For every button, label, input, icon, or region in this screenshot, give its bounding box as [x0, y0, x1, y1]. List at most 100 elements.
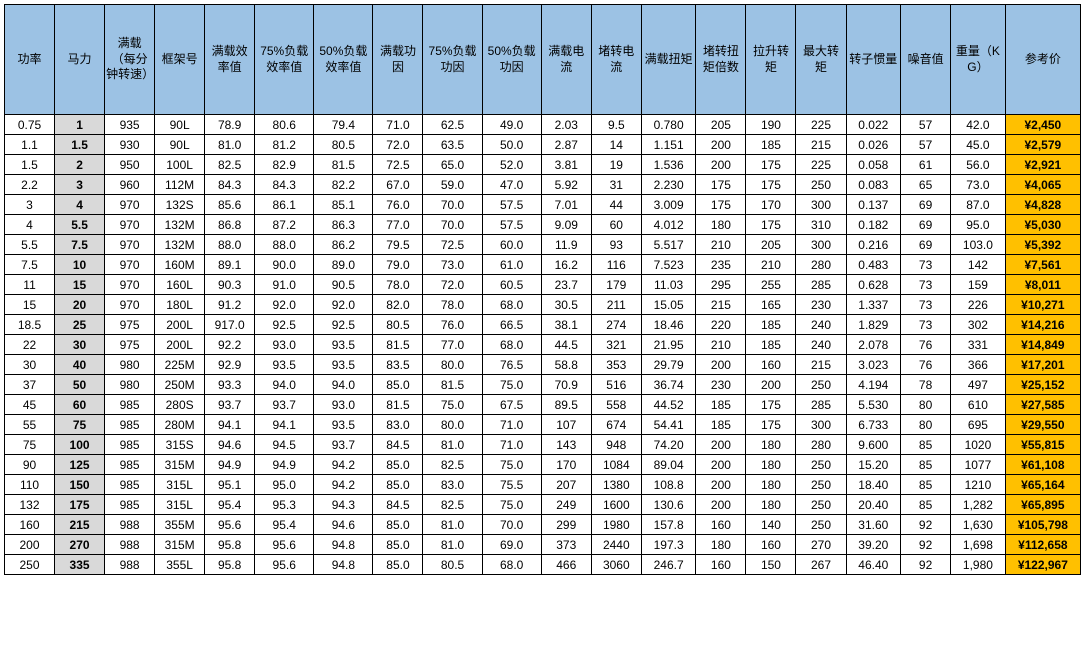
- cell-r18-c11: 1380: [591, 475, 641, 495]
- cell-r4-c11: 44: [591, 195, 641, 215]
- cell-r0-c1: 1: [55, 115, 105, 135]
- cell-r6-c10: 11.9: [541, 235, 591, 255]
- cell-r11-c6: 93.5: [314, 335, 373, 355]
- cell-r20-c4: 95.6: [205, 515, 255, 535]
- cell-r18-c9: 75.5: [482, 475, 541, 495]
- cell-r8-c3: 160L: [155, 275, 205, 295]
- cell-r18-c7: 85.0: [373, 475, 423, 495]
- cell-r6-c13: 210: [696, 235, 746, 255]
- cell-r18-c5: 95.0: [255, 475, 314, 495]
- cell-r0-c5: 80.6: [255, 115, 314, 135]
- cell-r20-c2: 988: [105, 515, 155, 535]
- cell-r5-c7: 77.0: [373, 215, 423, 235]
- table-row: 0.75193590L78.980.679.471.062.549.02.039…: [5, 115, 1081, 135]
- cell-r14-c3: 280S: [155, 395, 205, 415]
- cell-r18-c10: 207: [541, 475, 591, 495]
- cell-r16-c3: 315S: [155, 435, 205, 455]
- cell-r22-c16: 46.40: [846, 555, 901, 575]
- cell-r11-c0: 22: [5, 335, 55, 355]
- cell-r17-c7: 85.0: [373, 455, 423, 475]
- cell-r21-c7: 85.0: [373, 535, 423, 555]
- cell-r13-c13: 230: [696, 375, 746, 395]
- cell-r13-c17: 78: [901, 375, 951, 395]
- cell-r19-c3: 315L: [155, 495, 205, 515]
- cell-r15-c18: 695: [951, 415, 1006, 435]
- cell-r13-c19: ¥25,152: [1005, 375, 1080, 395]
- table-row: 1.11.593090L81.081.280.572.063.550.02.87…: [5, 135, 1081, 155]
- table-row: 75100985315S94.694.593.784.581.071.01439…: [5, 435, 1081, 455]
- cell-r19-c4: 95.4: [205, 495, 255, 515]
- cell-r0-c19: ¥2,450: [1005, 115, 1080, 135]
- cell-r0-c7: 71.0: [373, 115, 423, 135]
- cell-r9-c8: 78.0: [423, 295, 482, 315]
- cell-r6-c9: 60.0: [482, 235, 541, 255]
- cell-r11-c5: 93.0: [255, 335, 314, 355]
- cell-r3-c2: 960: [105, 175, 155, 195]
- cell-r22-c8: 80.5: [423, 555, 482, 575]
- cell-r2-c0: 1.5: [5, 155, 55, 175]
- cell-r7-c10: 16.2: [541, 255, 591, 275]
- cell-r5-c16: 0.182: [846, 215, 901, 235]
- cell-r13-c14: 200: [746, 375, 796, 395]
- cell-r15-c15: 300: [796, 415, 846, 435]
- cell-r7-c5: 90.0: [255, 255, 314, 275]
- cell-r8-c5: 91.0: [255, 275, 314, 295]
- col-header-0: 功率: [5, 5, 55, 115]
- cell-r4-c1: 4: [55, 195, 105, 215]
- cell-r1-c4: 81.0: [205, 135, 255, 155]
- cell-r3-c14: 175: [746, 175, 796, 195]
- cell-r21-c15: 270: [796, 535, 846, 555]
- cell-r6-c4: 88.0: [205, 235, 255, 255]
- cell-r6-c11: 93: [591, 235, 641, 255]
- cell-r17-c1: 125: [55, 455, 105, 475]
- cell-r16-c18: 1020: [951, 435, 1006, 455]
- table-row: 2230975200L92.293.093.581.577.068.044.53…: [5, 335, 1081, 355]
- cell-r10-c12: 18.46: [641, 315, 696, 335]
- cell-r8-c7: 78.0: [373, 275, 423, 295]
- cell-r19-c13: 200: [696, 495, 746, 515]
- cell-r11-c18: 331: [951, 335, 1006, 355]
- cell-r14-c2: 985: [105, 395, 155, 415]
- cell-r6-c3: 132M: [155, 235, 205, 255]
- cell-r8-c12: 11.03: [641, 275, 696, 295]
- cell-r12-c2: 980: [105, 355, 155, 375]
- cell-r16-c5: 94.5: [255, 435, 314, 455]
- cell-r11-c11: 321: [591, 335, 641, 355]
- cell-r22-c15: 267: [796, 555, 846, 575]
- cell-r9-c1: 20: [55, 295, 105, 315]
- table-row: 250335988355L95.895.694.885.080.568.0466…: [5, 555, 1081, 575]
- cell-r12-c9: 76.5: [482, 355, 541, 375]
- cell-r16-c13: 200: [696, 435, 746, 455]
- cell-r17-c18: 1077: [951, 455, 1006, 475]
- cell-r16-c11: 948: [591, 435, 641, 455]
- cell-r11-c14: 185: [746, 335, 796, 355]
- cell-r19-c7: 84.5: [373, 495, 423, 515]
- cell-r15-c10: 107: [541, 415, 591, 435]
- cell-r15-c6: 93.5: [314, 415, 373, 435]
- cell-r17-c16: 15.20: [846, 455, 901, 475]
- cell-r14-c4: 93.7: [205, 395, 255, 415]
- cell-r5-c13: 180: [696, 215, 746, 235]
- cell-r7-c17: 73: [901, 255, 951, 275]
- col-header-15: 最大转矩: [796, 5, 846, 115]
- col-header-12: 满载扭矩: [641, 5, 696, 115]
- cell-r5-c15: 310: [796, 215, 846, 235]
- cell-r16-c4: 94.6: [205, 435, 255, 455]
- cell-r10-c14: 185: [746, 315, 796, 335]
- cell-r16-c8: 81.0: [423, 435, 482, 455]
- cell-r14-c6: 93.0: [314, 395, 373, 415]
- cell-r22-c7: 85.0: [373, 555, 423, 575]
- cell-r19-c0: 132: [5, 495, 55, 515]
- cell-r20-c10: 299: [541, 515, 591, 535]
- cell-r17-c13: 200: [696, 455, 746, 475]
- cell-r17-c19: ¥61,108: [1005, 455, 1080, 475]
- cell-r3-c8: 59.0: [423, 175, 482, 195]
- cell-r6-c8: 72.5: [423, 235, 482, 255]
- cell-r1-c1: 1.5: [55, 135, 105, 155]
- cell-r4-c8: 70.0: [423, 195, 482, 215]
- cell-r2-c14: 175: [746, 155, 796, 175]
- cell-r7-c6: 89.0: [314, 255, 373, 275]
- cell-r20-c19: ¥105,798: [1005, 515, 1080, 535]
- cell-r16-c6: 93.7: [314, 435, 373, 455]
- cell-r9-c5: 92.0: [255, 295, 314, 315]
